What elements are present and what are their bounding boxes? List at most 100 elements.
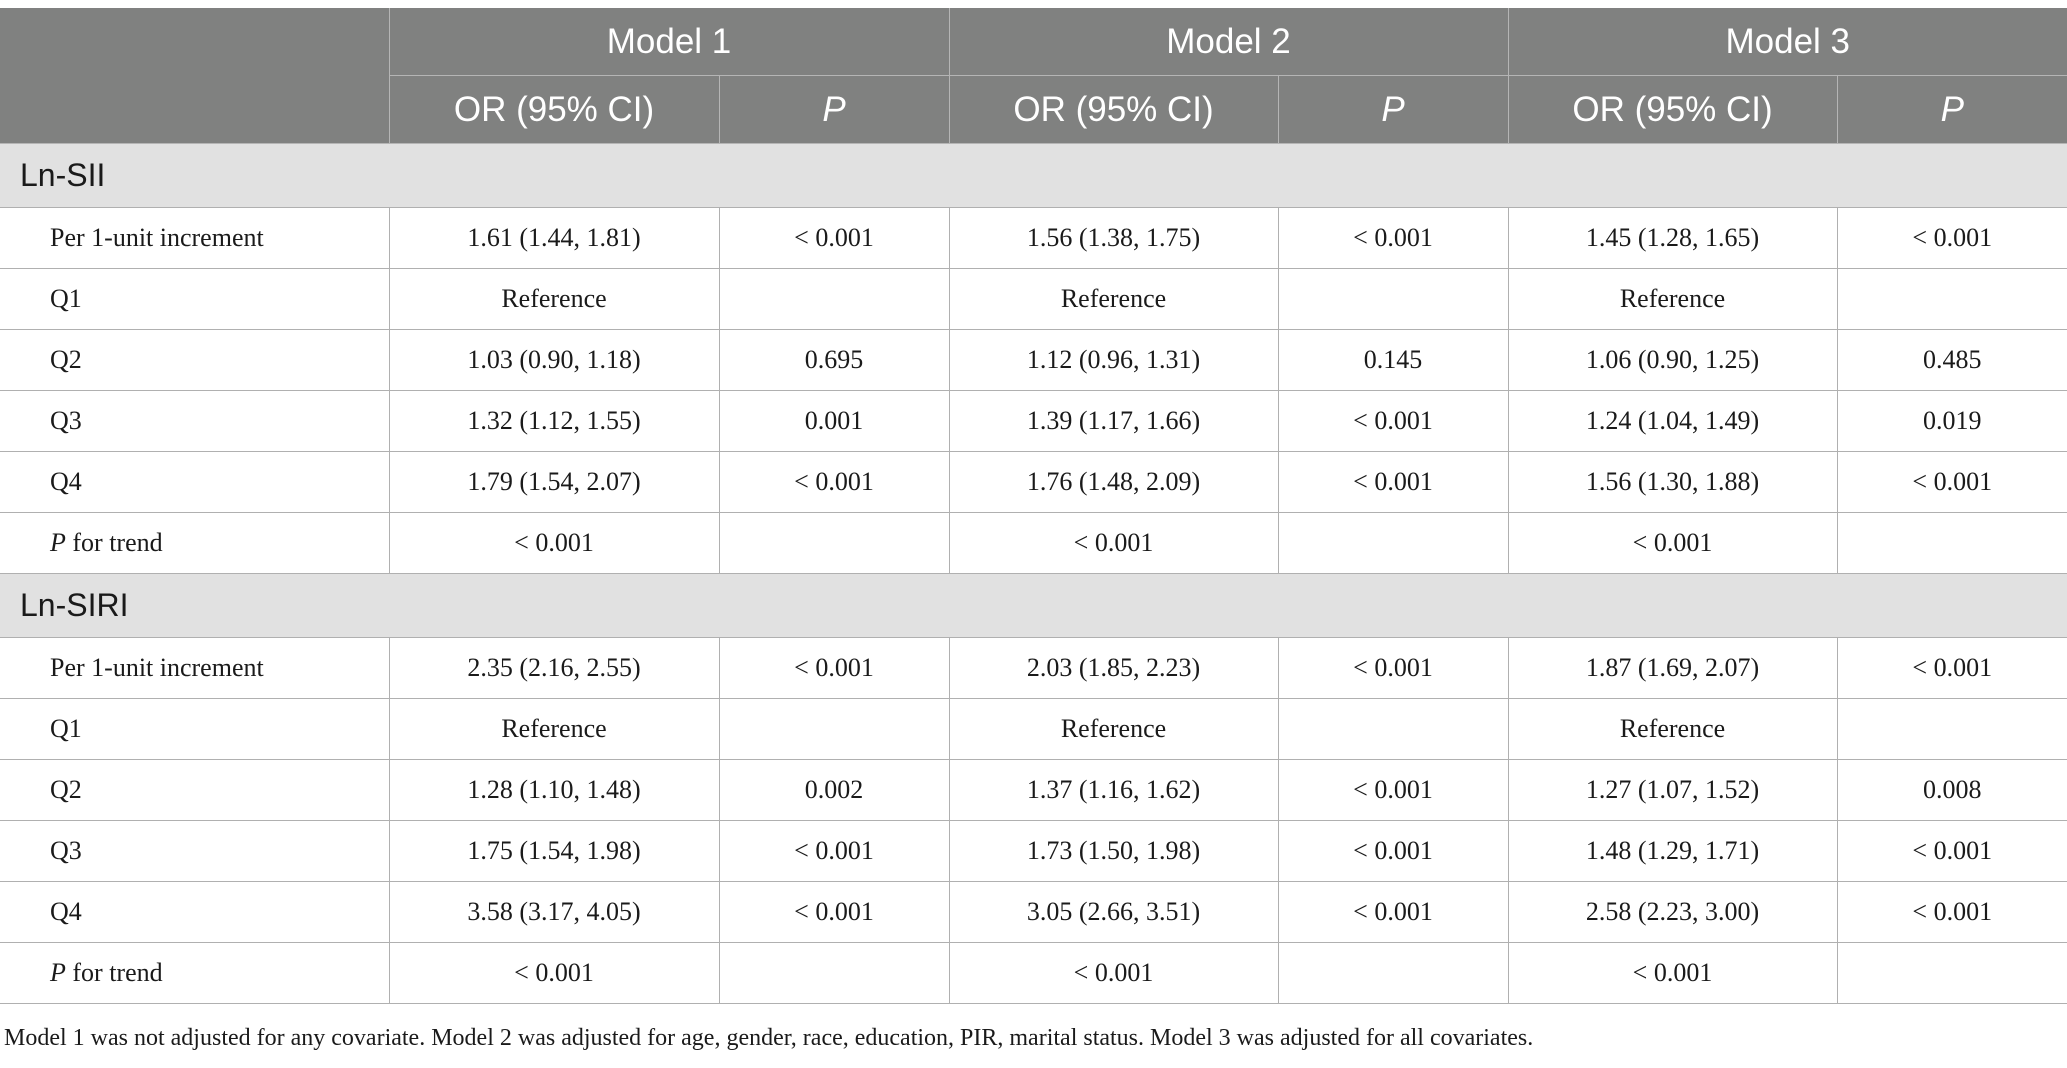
or-ci-cell: 1.06 (0.90, 1.25) [1507,329,1838,391]
table-row: Q1 Reference Reference Reference [0,268,2067,330]
p-value-cell: < 0.001 [1277,207,1509,269]
or-ci-cell: < 0.001 [1507,942,1838,1004]
table-row: Q4 3.58 (3.17, 4.05) < 0.001 3.05 (2.66, 3.… [0,881,2067,943]
or-ci-cell: 1.79 (1.54, 2.07) [388,451,720,513]
p-value-cell: < 0.001 [1277,759,1509,821]
row-label: Q1 [0,268,390,330]
row-label: Q1 [0,698,390,760]
row-label: Q2 [0,759,390,821]
table-row: Q3 1.32 (1.12, 1.55) 0.001 1.39 (1.17, 1.66… [0,390,2067,452]
or-ci-cell: Reference [388,698,720,760]
table-row: Q1 Reference Reference Reference [0,698,2067,760]
p-value-cell: < 0.001 [718,207,950,269]
row-label-text: Per 1-unit increment [50,653,264,682]
p-value-cell: < 0.001 [718,451,950,513]
header-p: P [1277,75,1509,144]
or-ci-cell: 1.27 (1.07, 1.52) [1507,759,1838,821]
or-ci-cell: 2.03 (1.85, 2.23) [948,637,1279,699]
row-label: Q3 [0,820,390,882]
header-p: P [1836,75,2067,144]
results-table-container: Model 1 Model 2 Model 3 OR (95% CI) P OR… [0,8,2067,1004]
row-label-text: Q1 [50,714,82,743]
p-value-cell [1836,698,2067,760]
row-label-text: Q4 [50,897,82,926]
p-value-cell: 0.001 [718,390,950,452]
or-ci-cell: Reference [948,698,1279,760]
or-ci-cell: 1.87 (1.69, 2.07) [1507,637,1838,699]
or-ci-cell: 1.39 (1.17, 1.66) [948,390,1279,452]
row-label: Q4 [0,451,390,513]
p-value-cell [718,512,950,574]
p-value-cell [1277,512,1509,574]
row-label-text: for trend [65,528,163,557]
p-value-cell: < 0.001 [1277,451,1509,513]
or-ci-cell: 1.28 (1.10, 1.48) [388,759,720,821]
p-value-cell: 0.008 [1836,759,2067,821]
row-label-text: Q2 [50,775,82,804]
row-label-italic: P [50,528,66,557]
p-value-cell: < 0.001 [1836,637,2067,699]
table-row: Q3 1.75 (1.54, 1.98) < 0.001 1.73 (1.50, 1.… [0,820,2067,882]
or-ci-cell: 1.45 (1.28, 1.65) [1507,207,1838,269]
header-model-2: Model 2 [948,8,1509,76]
table-row: Per 1-unit increment 2.35 (2.16, 2.55) < 0… [0,637,2067,699]
or-ci-cell: 1.12 (0.96, 1.31) [948,329,1279,391]
row-label-text: Q2 [50,345,82,374]
or-ci-cell: 3.05 (2.66, 3.51) [948,881,1279,943]
or-ci-cell: 1.75 (1.54, 1.98) [388,820,720,882]
p-value-cell [1836,268,2067,330]
row-label-text: Q3 [50,406,82,435]
or-ci-cell: 2.35 (2.16, 2.55) [388,637,720,699]
header-model-1: Model 1 [388,8,950,76]
p-value-cell: < 0.001 [1836,451,2067,513]
header-row-models: Model 1 Model 2 Model 3 [0,8,2067,144]
or-ci-cell: 1.56 (1.30, 1.88) [1507,451,1838,513]
p-value-cell: < 0.001 [718,881,950,943]
or-ci-cell: 1.48 (1.29, 1.71) [1507,820,1838,882]
p-value-cell: < 0.001 [718,820,950,882]
row-label-text: for trend [65,958,163,987]
table-row: Q4 1.79 (1.54, 2.07) < 0.001 1.76 (1.48, 2.… [0,451,2067,513]
p-value-cell: < 0.001 [1836,207,2067,269]
or-ci-cell: 1.76 (1.48, 2.09) [948,451,1279,513]
row-label: P for trend [0,512,390,574]
or-ci-cell: 1.56 (1.38, 1.75) [948,207,1279,269]
table-header: Model 1 Model 2 Model 3 OR (95% CI) P OR… [0,8,2067,144]
or-ci-cell: Reference [948,268,1279,330]
or-ci-cell: 1.37 (1.16, 1.62) [948,759,1279,821]
or-ci-cell: < 0.001 [388,942,720,1004]
or-ci-cell: 1.61 (1.44, 1.81) [388,207,720,269]
row-label-text: Q1 [50,284,82,313]
p-value-cell: < 0.001 [718,637,950,699]
p-value-cell [718,698,950,760]
or-ci-cell: 1.03 (0.90, 1.18) [388,329,720,391]
p-value-cell: 0.145 [1277,329,1509,391]
table-footnote: Model 1 was not adjusted for any covaria… [4,1025,1534,1051]
table-row: P for trend < 0.001 < 0.001 < 0.001 [0,512,2067,574]
table-body: Ln-SII Per 1-unit increment 1.61 (1.44, 1.… [0,143,2067,1004]
p-value-cell: < 0.001 [1277,820,1509,882]
header-row-stats: OR (95% CI) P OR (95% CI) P OR (95% CI) … [0,75,2067,144]
row-label: Q3 [0,390,390,452]
header-p: P [718,75,950,144]
p-value-cell: 0.485 [1836,329,2067,391]
row-label-italic: P [50,958,66,987]
header-or-ci: OR (95% CI) [388,75,720,144]
row-label: Per 1-unit increment [0,207,390,269]
row-label-text: Q3 [50,836,82,865]
table-row: Q2 1.28 (1.10, 1.48) 0.002 1.37 (1.16, 1.62… [0,759,2067,821]
or-ci-cell: Reference [388,268,720,330]
or-ci-cell: < 0.001 [388,512,720,574]
row-label: P for trend [0,942,390,1004]
p-value-cell: < 0.001 [1836,820,2067,882]
row-label-text: Q4 [50,467,82,496]
p-value-cell: 0.019 [1836,390,2067,452]
header-corner-cell [0,8,390,144]
section-row: Ln-SIRI [0,573,2067,638]
or-ci-cell: 2.58 (2.23, 3.00) [1507,881,1838,943]
or-ci-cell: 1.32 (1.12, 1.55) [388,390,720,452]
row-label: Per 1-unit increment [0,637,390,699]
p-value-cell [718,942,950,1004]
p-value-cell [1277,268,1509,330]
or-ci-cell: 1.24 (1.04, 1.49) [1507,390,1838,452]
